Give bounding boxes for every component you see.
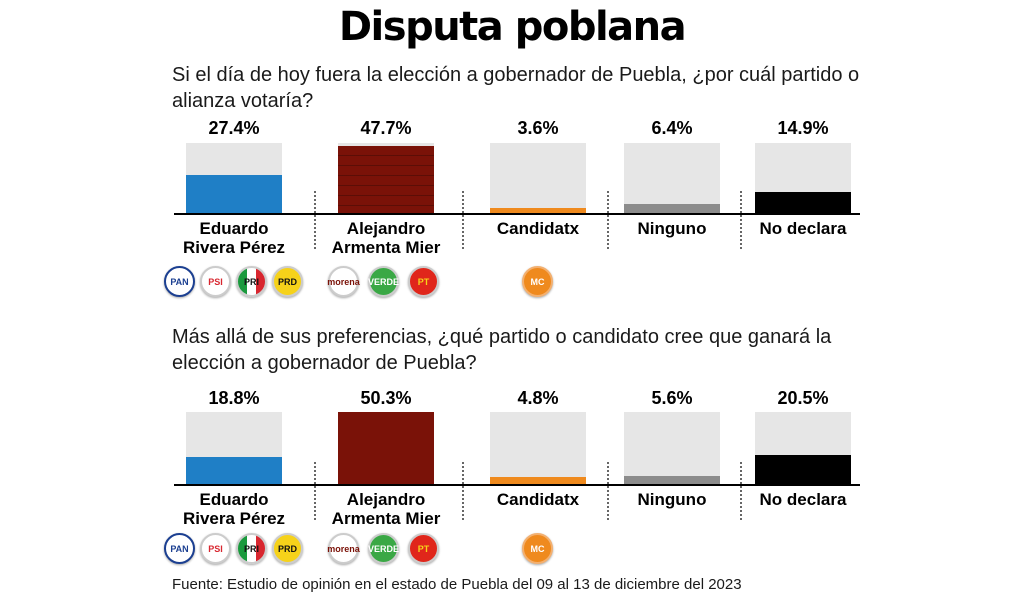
pri-logo: PRI <box>236 266 267 297</box>
category-label: Candidatx <box>496 219 580 238</box>
separator <box>314 462 316 520</box>
chart-baseline <box>174 484 860 486</box>
value-label: 14.9% <box>777 118 829 138</box>
bar-column: 14.9% No declara <box>753 0 853 602</box>
chart-baseline <box>174 213 860 215</box>
value-label: 6.4% <box>651 118 693 138</box>
chart-1-question: Si el día de hoy fuera la elección a gob… <box>172 64 860 112</box>
value-label: 5.6% <box>651 388 693 408</box>
bar <box>186 175 282 213</box>
pt-logo: PT <box>408 533 439 564</box>
bar <box>490 208 586 213</box>
value-label: 4.8% <box>517 388 559 408</box>
bar-column: 4.8% Candidatx <box>488 0 588 602</box>
chart-2-question: Más allá de sus preferencias, ¿qué parti… <box>172 326 832 374</box>
bar-background <box>490 412 586 484</box>
bar-column: 18.8% Eduardo Rivera Pérez <box>183 0 285 602</box>
separator <box>607 462 609 520</box>
psi-logo: PSI <box>200 533 231 564</box>
bar <box>186 457 282 484</box>
verde-logo: VERDE <box>368 266 399 297</box>
pri-logo: PRI <box>236 533 267 564</box>
bar <box>338 412 434 484</box>
bar <box>624 476 720 484</box>
bar-background <box>490 143 586 213</box>
bar-column: 5.6% Ninguno <box>622 0 722 602</box>
mc-logo: MC <box>522 533 553 564</box>
bar-column: 47.7% Alejandro Armenta Mier <box>332 0 441 602</box>
bar-background <box>624 143 720 213</box>
bar-background <box>624 412 720 484</box>
chart-2: 18.8% Eduardo Rivera Pérez 50.3% Alejandro Ar… <box>164 0 860 602</box>
value-label: 18.8% <box>208 388 260 408</box>
bar <box>755 455 851 484</box>
prd-logo: PRD <box>272 533 303 564</box>
category-label-line: Alejandro <box>346 490 426 509</box>
page-title: Disputa poblana <box>338 4 687 50</box>
category-label: Alejandro Armenta Mier <box>321 490 451 528</box>
category-label: Ninguno <box>637 219 707 238</box>
bar-column: 3.6% Candidatx <box>488 0 588 602</box>
value-label: 3.6% <box>517 118 559 138</box>
psi-logo: PSI <box>200 266 231 297</box>
separator <box>462 191 464 249</box>
separator <box>462 462 464 520</box>
value-label: 20.5% <box>777 388 829 408</box>
category-label: Alejandro Armenta Mier <box>321 219 451 257</box>
bar-column: 6.4% Ninguno <box>622 0 722 602</box>
separator <box>740 462 742 520</box>
bar <box>490 477 586 484</box>
bar-column: 27.4% Eduardo Rivera Pérez <box>183 0 285 602</box>
morena-logo: morena <box>327 533 360 564</box>
bar-column: 50.3% Alejandro Armenta Mier <box>332 0 441 602</box>
chart-1: 27.4% Eduardo Rivera Pérez 47.7% Alejandro Ar… <box>164 0 860 602</box>
mc-logo: MC <box>522 266 553 297</box>
prd-logo: PRD <box>272 266 303 297</box>
category-label: No declara <box>759 219 847 238</box>
pt-logo: PT <box>408 266 439 297</box>
verde-logo: VERDE <box>368 533 399 564</box>
separator <box>740 191 742 249</box>
value-label: 27.4% <box>208 118 260 138</box>
category-label-line: Eduardo <box>199 219 269 238</box>
bar <box>338 146 434 213</box>
category-label-line: Armenta Mier <box>331 509 441 528</box>
bar-column: 20.5% No declara <box>753 0 853 602</box>
separator <box>607 191 609 249</box>
category-label: Ninguno <box>637 490 707 509</box>
category-label-line: Rivera Pérez <box>182 238 286 257</box>
bar <box>624 204 720 213</box>
category-label: Eduardo Rivera Pérez <box>169 490 299 528</box>
pan-logo: PAN <box>164 533 195 564</box>
source-note: Fuente: Estudio de opinión en el estado … <box>172 576 742 593</box>
category-label: Eduardo Rivera Pérez <box>169 219 299 257</box>
category-label-line: Alejandro <box>346 219 426 238</box>
bar <box>755 192 851 213</box>
category-label: No declara <box>759 490 847 509</box>
pan-logo: PAN <box>164 266 195 297</box>
category-label-line: Rivera Pérez <box>182 509 286 528</box>
category-label: Candidatx <box>496 490 580 509</box>
morena-logo: morena <box>327 266 360 297</box>
separator <box>314 191 316 249</box>
category-label-line: Eduardo <box>199 490 269 509</box>
value-label: 50.3% <box>360 388 412 408</box>
category-label-line: Armenta Mier <box>331 238 441 257</box>
value-label: 47.7% <box>360 118 412 138</box>
